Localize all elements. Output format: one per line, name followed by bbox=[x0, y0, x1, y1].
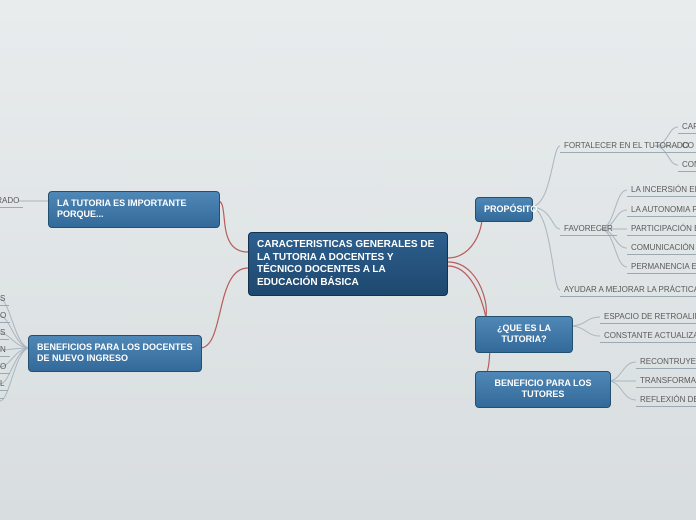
branch-importante[interactable]: LA TUTORIA ES IMPORTANTE PORQUE... bbox=[48, 191, 220, 228]
leaf-item[interactable]: S bbox=[0, 292, 9, 306]
branch-label: BENEFICIOS PARA LOS DOCENTES DE NUEVO IN… bbox=[37, 342, 193, 363]
leaf-favorecer[interactable]: FAVORECER bbox=[560, 222, 617, 236]
leaf-ayudar[interactable]: AYUDAR A MEJORAR LA PRÁCTICA bbox=[560, 283, 696, 297]
branch-label: LA TUTORIA ES IMPORTANTE PORQUE... bbox=[57, 198, 187, 219]
leaf-item[interactable]: L bbox=[0, 377, 8, 391]
leaf-item[interactable]: LA INCERSIÓN EN EL T bbox=[627, 183, 696, 197]
leaf-item[interactable]: CAP bbox=[678, 120, 696, 134]
leaf-item[interactable]: RECONTRUYEN SAB bbox=[636, 355, 696, 369]
branch-label: PROPÓSITO bbox=[484, 204, 537, 214]
leaf-item[interactable]: O bbox=[0, 360, 10, 374]
leaf-item[interactable]: O bbox=[0, 309, 10, 323]
root-node[interactable]: CARACTERISTICAS GENERALES DE LA TUTORIA … bbox=[248, 232, 448, 296]
branch-label: ¿QUE ES LA TUTORIA? bbox=[497, 323, 551, 344]
leaf-item[interactable]: N bbox=[0, 343, 10, 357]
branch-beneficio-tutores[interactable]: BENEFICIO PARA LOS TUTORES bbox=[475, 371, 611, 408]
leaf-item[interactable] bbox=[0, 394, 4, 399]
leaf-item[interactable]: CONSTANTE ACTUALIZACIÓN bbox=[600, 329, 696, 343]
leaf-item[interactable]: CON bbox=[678, 158, 696, 172]
mindmap-canvas: { "type": "mindmap", "background_gradien… bbox=[0, 0, 696, 520]
branch-proposito[interactable]: PROPÓSITO bbox=[475, 197, 533, 222]
leaf-label: AYUDAR A MEJORAR LA PRÁCTICA bbox=[564, 285, 696, 294]
branch-que-es[interactable]: ¿QUE ES LA TUTORIA? bbox=[475, 316, 573, 353]
leaf-item[interactable]: PERMANENCIA EN EL S bbox=[627, 260, 696, 274]
branch-beneficios-docentes[interactable]: BENEFICIOS PARA LOS DOCENTES DE NUEVO IN… bbox=[28, 335, 202, 372]
leaf-fortalecer[interactable]: FORTALECER EN EL TUTORADO bbox=[560, 139, 693, 153]
leaf-item[interactable]: S bbox=[0, 326, 9, 340]
leaf-item[interactable]: ESPACIO DE RETROALIMENTACIO bbox=[600, 310, 696, 324]
leaf-label: FORTALECER EN EL TUTORADO bbox=[564, 141, 689, 150]
leaf-item[interactable]: ORADO bbox=[0, 194, 23, 208]
leaf-item[interactable]: REFLEXIÓN DE LA P bbox=[636, 393, 696, 407]
leaf-item[interactable]: PARTICIPACIÓN EN LA bbox=[627, 222, 696, 236]
leaf-item[interactable]: TRANSFORMACIÓN bbox=[636, 374, 696, 388]
leaf-item[interactable]: CO bbox=[678, 139, 696, 153]
leaf-item[interactable]: LA AUTONOMIA PROFE bbox=[627, 203, 696, 217]
root-label: CARACTERISTICAS GENERALES DE LA TUTORIA … bbox=[257, 239, 434, 288]
leaf-item[interactable]: COMUNICACIÓN CON L bbox=[627, 241, 696, 255]
leaf-label: FAVORECER bbox=[564, 224, 613, 233]
branch-label: BENEFICIO PARA LOS TUTORES bbox=[494, 378, 591, 399]
